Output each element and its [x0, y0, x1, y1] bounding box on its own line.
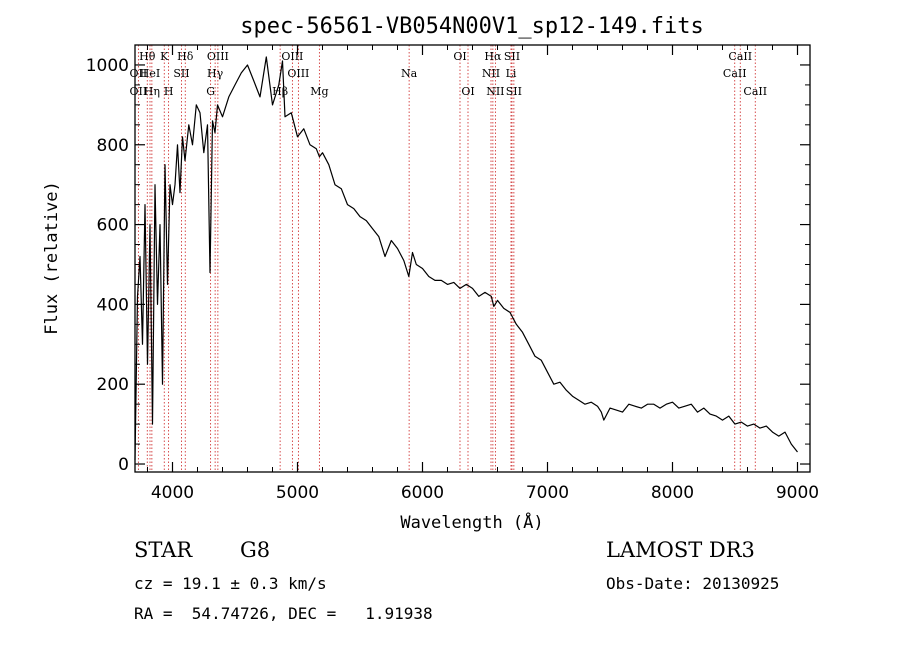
object-subclass: G8: [240, 538, 271, 562]
y-tick-label-5: 1000: [86, 56, 129, 76]
line-label-15: Mg: [310, 85, 328, 98]
line-label-4: Hη: [144, 85, 160, 98]
obs-date: Obs-Date: 20130925: [606, 574, 780, 593]
y-axis-ticks: 0 200 400 600 800 1000: [86, 56, 810, 475]
chart-title: spec-56561-VB054N00V1_sp12-149.fits: [240, 14, 704, 39]
y-tick-label-4: 800: [97, 136, 129, 156]
line-label-14: OIII: [287, 67, 309, 80]
plot-frame: [134, 44, 811, 473]
line-label-21: NII: [486, 85, 504, 98]
x-tick-label-5: 9000: [776, 483, 819, 503]
y-tick-label-1: 200: [97, 375, 129, 395]
line-label-16: Na: [401, 67, 418, 80]
line-label-19: Hα: [484, 50, 502, 63]
y-axis-label: Flux (relative): [42, 181, 62, 335]
line-label-25: CaII: [728, 50, 752, 63]
line-label-7: H: [164, 85, 174, 98]
line-label-3: HeI: [140, 67, 160, 80]
line-label-1: OII: [130, 67, 148, 80]
line-label-26: CaII: [723, 67, 747, 80]
line-label-22: SII: [504, 50, 520, 63]
line-label-9: OIII: [207, 50, 229, 63]
line-label-12: Hβ: [272, 85, 288, 98]
line-label-18: OI: [461, 85, 474, 98]
x-axis-ticks: 4000 5000 6000 7000 8000 9000: [147, 45, 819, 503]
line-label-8: Hδ: [177, 50, 194, 63]
line-label-6: SII: [173, 67, 189, 80]
x-tick-label-0: 4000: [151, 483, 194, 503]
line-label-5: K: [160, 50, 169, 63]
line-label-11: G: [206, 85, 215, 98]
x-tick-label-2: 6000: [401, 483, 444, 503]
x-axis-label: Wavelength (Å): [400, 511, 543, 533]
y-tick-label-0: 0: [118, 455, 129, 475]
line-label-17: OI: [453, 50, 466, 63]
line-label-2: OII: [130, 85, 148, 98]
coordinates: RA = 54.74726, DEC = 1.91938: [134, 604, 433, 623]
line-label-23: Li: [506, 67, 517, 80]
line-label-20: NII: [482, 67, 500, 80]
line-label-27: CaII: [743, 85, 767, 98]
y-tick-label-2: 400: [97, 295, 129, 315]
x-tick-label-4: 8000: [651, 483, 694, 503]
spectrum-line: [134, 56, 798, 461]
x-tick-label-3: 7000: [526, 483, 569, 503]
spectrum-series: [134, 56, 798, 461]
line-label-0: Hθ: [139, 50, 156, 63]
line-label-13: OIII: [281, 50, 303, 63]
line-label-24: SII: [506, 85, 522, 98]
survey-name: LAMOST DR3: [606, 538, 755, 562]
redshift-text: cz = 19.1 ± 0.3 km/s: [134, 574, 327, 593]
x-tick-label-1: 5000: [276, 483, 319, 503]
object-class: STAR: [134, 538, 193, 562]
line-label-10: Hγ: [207, 67, 224, 80]
y-tick-label-3: 600: [97, 216, 129, 236]
reference-lines: [137, 45, 756, 472]
